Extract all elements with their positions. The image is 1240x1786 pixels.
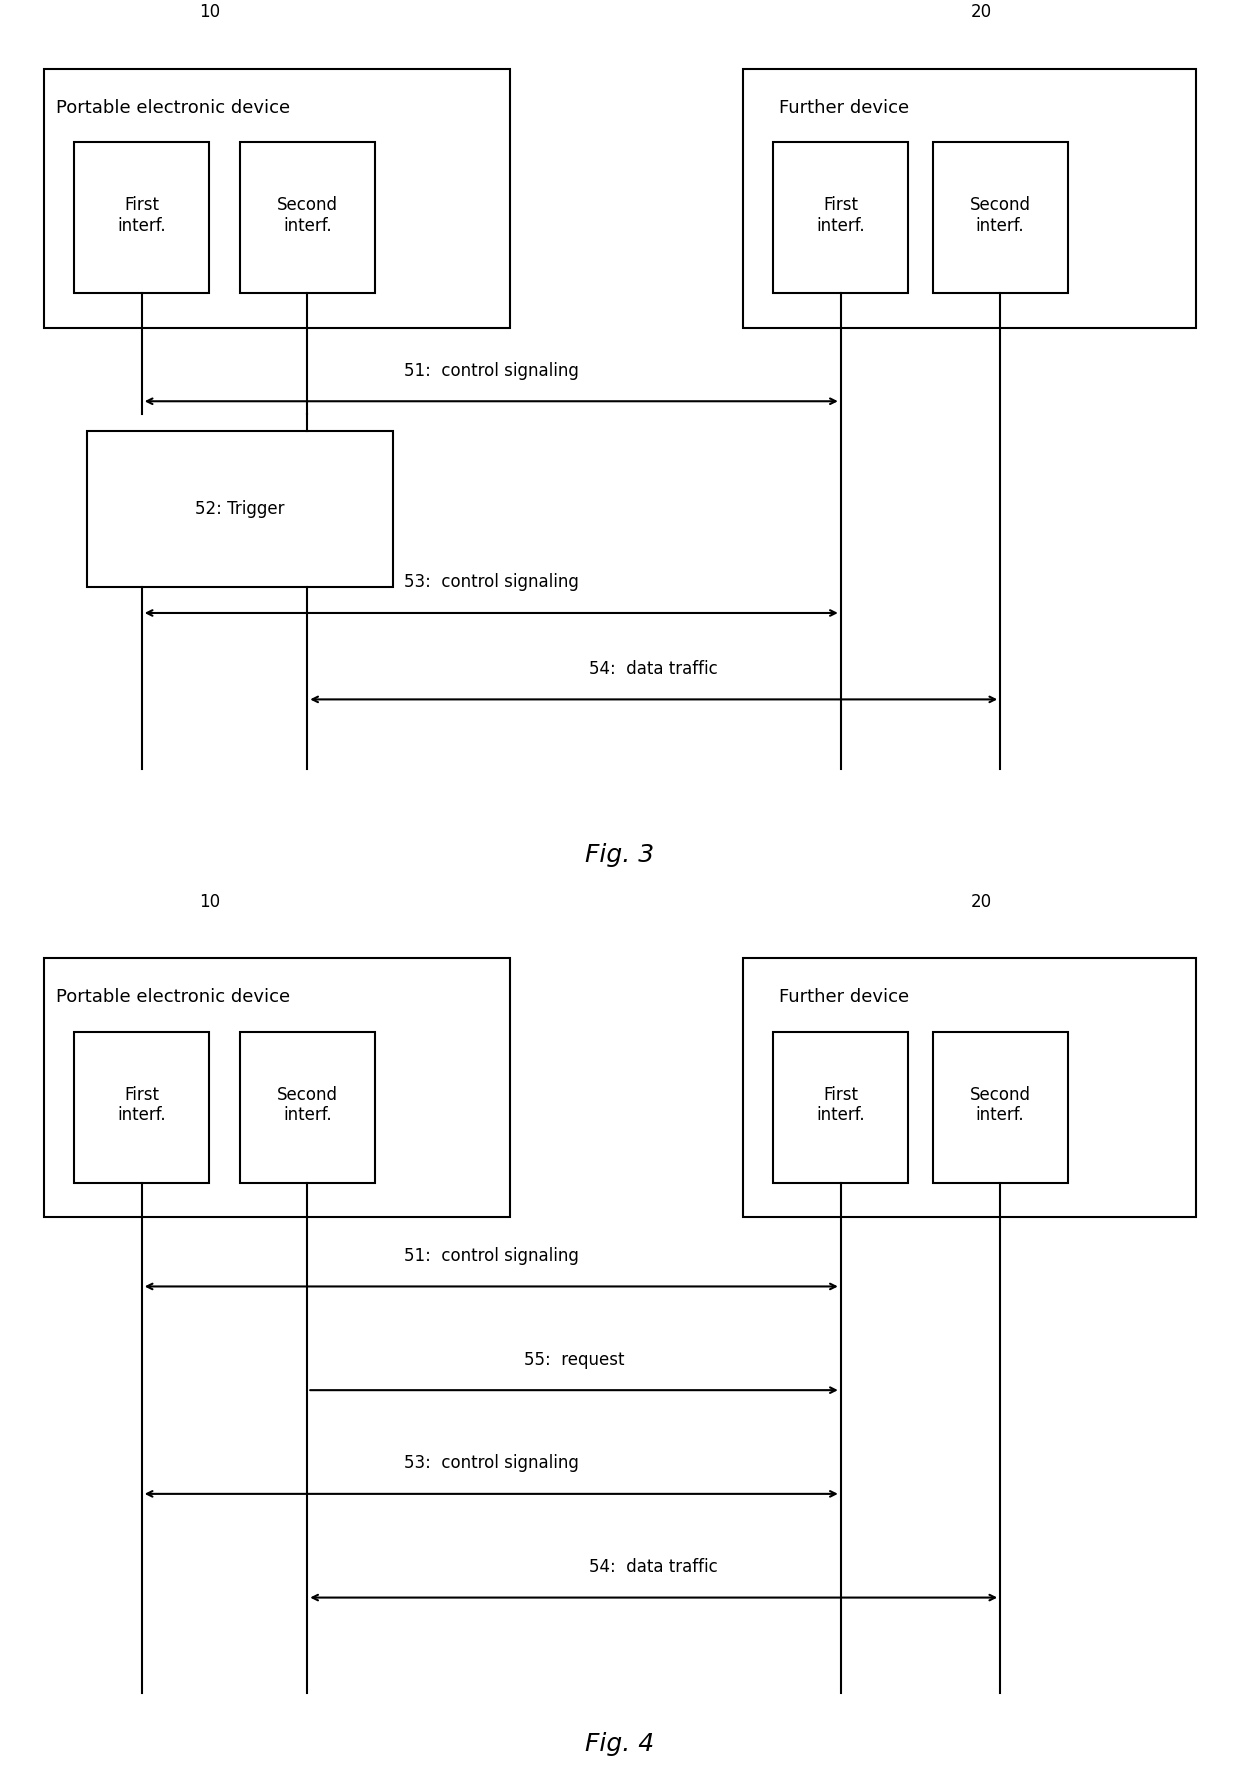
- Text: 53:  control signaling: 53: control signaling: [404, 573, 579, 591]
- FancyBboxPatch shape: [774, 1032, 908, 1182]
- Text: 20: 20: [971, 4, 992, 21]
- Text: 53:  control signaling: 53: control signaling: [404, 1454, 579, 1472]
- Text: Second
interf.: Second interf.: [277, 196, 337, 234]
- Text: 20: 20: [971, 893, 992, 911]
- Text: First
interf.: First interf.: [118, 196, 166, 234]
- FancyBboxPatch shape: [43, 68, 510, 329]
- Text: 52: Trigger: 52: Trigger: [195, 500, 285, 518]
- Text: Portable electronic device: Portable electronic device: [56, 988, 290, 1006]
- Text: 10: 10: [198, 4, 219, 21]
- FancyBboxPatch shape: [239, 143, 374, 293]
- Text: Further device: Further device: [780, 98, 909, 116]
- FancyBboxPatch shape: [743, 957, 1197, 1218]
- Text: Further device: Further device: [780, 988, 909, 1006]
- FancyBboxPatch shape: [43, 957, 510, 1218]
- Text: Second
interf.: Second interf.: [970, 196, 1030, 234]
- Text: First
interf.: First interf.: [816, 1086, 866, 1125]
- FancyBboxPatch shape: [74, 1032, 210, 1182]
- Text: Portable electronic device: Portable electronic device: [56, 98, 290, 116]
- Text: 51:  control signaling: 51: control signaling: [404, 1247, 579, 1264]
- Text: 51:  control signaling: 51: control signaling: [404, 361, 579, 380]
- Text: 10: 10: [198, 893, 219, 911]
- Text: 54:  data traffic: 54: data traffic: [589, 659, 718, 679]
- Text: 54:  data traffic: 54: data traffic: [589, 1557, 718, 1575]
- FancyBboxPatch shape: [239, 1032, 374, 1182]
- FancyBboxPatch shape: [74, 143, 210, 293]
- Text: Second
interf.: Second interf.: [277, 1086, 337, 1125]
- FancyBboxPatch shape: [743, 68, 1197, 329]
- Text: 55:  request: 55: request: [523, 1350, 624, 1368]
- FancyBboxPatch shape: [932, 143, 1068, 293]
- FancyBboxPatch shape: [87, 432, 393, 588]
- FancyBboxPatch shape: [932, 1032, 1068, 1182]
- FancyBboxPatch shape: [774, 143, 908, 293]
- Text: First
interf.: First interf.: [816, 196, 866, 234]
- Text: Second
interf.: Second interf.: [970, 1086, 1030, 1125]
- Text: Fig. 3: Fig. 3: [585, 843, 655, 866]
- Text: First
interf.: First interf.: [118, 1086, 166, 1125]
- Text: Fig. 4: Fig. 4: [585, 1732, 655, 1756]
